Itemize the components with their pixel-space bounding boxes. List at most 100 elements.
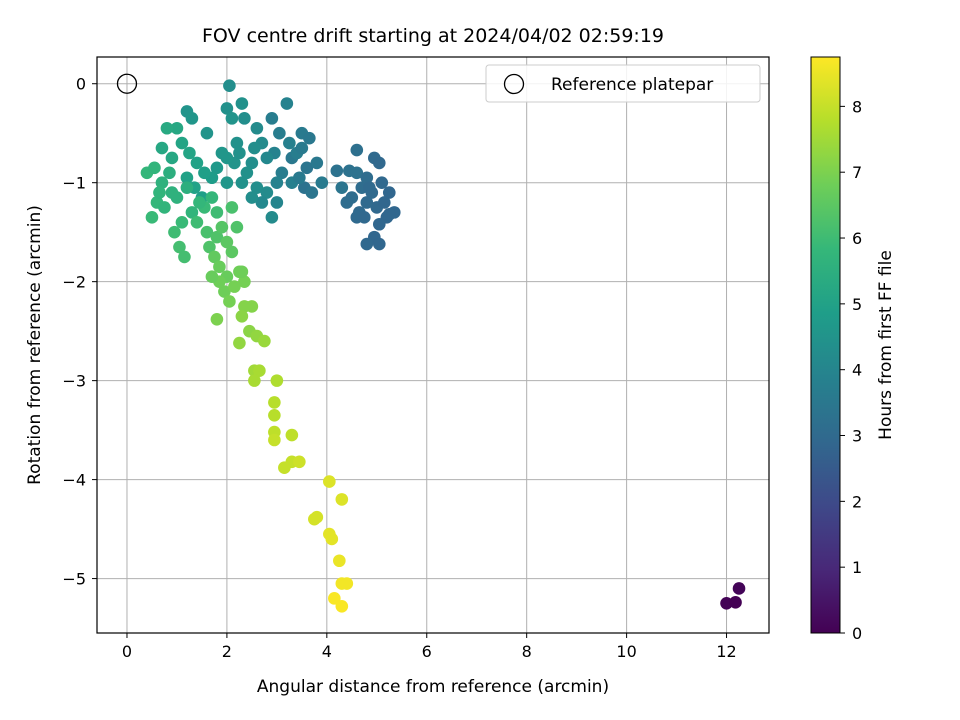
colorbar-tick-label: 2 — [852, 492, 862, 511]
data-point — [335, 181, 349, 194]
data-point — [360, 237, 374, 251]
y-tick-label: −4 — [62, 471, 86, 490]
data-point — [170, 191, 184, 204]
data-point — [303, 131, 316, 145]
x-tick-label: 6 — [422, 642, 432, 661]
data-point — [155, 176, 169, 189]
data-point — [223, 295, 236, 308]
x-tick-label: 4 — [322, 642, 332, 661]
plot-frame — [96, 56, 770, 634]
data-point — [235, 309, 249, 323]
y-axis: 0 −1 −2 −3 −4 −5 — [62, 75, 97, 589]
data-point — [280, 97, 294, 110]
data-point — [168, 225, 181, 239]
data-point — [382, 208, 396, 221]
data-point — [265, 112, 279, 125]
y-tick-label: −1 — [62, 174, 86, 193]
data-point — [178, 250, 191, 264]
data-point — [253, 364, 266, 378]
data-point — [200, 126, 214, 140]
data-point — [340, 196, 354, 209]
data-point — [238, 112, 251, 125]
colorbar-label: Hours from first FF file — [876, 250, 896, 440]
colorbar-tick-label: 7 — [852, 163, 862, 182]
data-point — [210, 312, 224, 326]
data-point — [215, 220, 229, 234]
data-point — [240, 166, 254, 180]
legend-marker — [503, 73, 525, 95]
data-point — [205, 270, 219, 284]
data-point — [225, 201, 239, 214]
data-point — [223, 79, 236, 93]
data-point — [248, 374, 261, 387]
data-point — [315, 176, 329, 189]
data-point — [268, 408, 281, 422]
data-point — [358, 211, 371, 224]
data-point — [210, 206, 224, 219]
data-point — [255, 196, 269, 209]
data-point — [293, 171, 306, 185]
data-point — [233, 146, 246, 160]
data-point — [270, 196, 284, 209]
y-axis-label: Rotation from reference (arcmin) — [25, 205, 45, 485]
x-tick-label: 12 — [716, 642, 736, 661]
data-point — [183, 146, 196, 160]
data-point — [375, 176, 389, 189]
data-point — [372, 217, 386, 231]
data-point — [210, 161, 224, 175]
data-point — [175, 215, 189, 229]
data-point — [278, 461, 291, 475]
data-point — [215, 146, 229, 160]
data-point — [218, 285, 231, 298]
data-point — [268, 396, 281, 409]
data-point — [372, 237, 386, 251]
legend-box — [485, 64, 761, 103]
data-point — [268, 433, 281, 447]
data-points — [140, 79, 746, 613]
data-point — [275, 166, 289, 180]
data-point — [158, 201, 171, 214]
data-point — [230, 220, 244, 234]
data-point — [173, 240, 186, 254]
data-point — [340, 577, 354, 590]
data-point — [729, 596, 742, 609]
y-tick-label: −5 — [62, 570, 86, 589]
data-point — [208, 250, 221, 264]
x-axis-label: Angular distance from reference (arcmin) — [257, 677, 609, 697]
data-point — [295, 141, 309, 155]
data-point — [200, 225, 214, 239]
data-point — [350, 166, 364, 180]
data-point — [293, 455, 306, 469]
data-point — [382, 186, 396, 199]
data-point — [185, 206, 199, 219]
data-point — [155, 141, 169, 155]
data-point — [170, 121, 184, 135]
colorbar-tick-label: 0 — [852, 624, 862, 643]
x-tick-label: 8 — [522, 642, 532, 661]
data-point — [270, 374, 284, 387]
data-point — [335, 599, 349, 613]
data-point — [245, 191, 259, 204]
data-point — [185, 112, 199, 125]
data-point — [258, 334, 271, 348]
data-point — [230, 136, 244, 150]
data-point — [250, 181, 264, 194]
data-point — [360, 171, 374, 185]
data-point — [213, 260, 226, 274]
data-point — [228, 280, 241, 293]
data-point — [305, 186, 319, 199]
x-tick-label: 2 — [222, 642, 232, 661]
data-point — [180, 181, 194, 194]
data-point — [148, 161, 161, 175]
y-tick-label: −3 — [62, 372, 86, 391]
data-point — [210, 230, 224, 244]
data-point — [250, 121, 264, 135]
data-point — [335, 493, 349, 506]
data-point — [285, 428, 299, 442]
data-point — [245, 300, 259, 313]
y-tick-label: 0 — [76, 75, 86, 94]
data-point — [362, 181, 376, 194]
data-point — [180, 171, 194, 185]
data-point — [153, 186, 166, 199]
